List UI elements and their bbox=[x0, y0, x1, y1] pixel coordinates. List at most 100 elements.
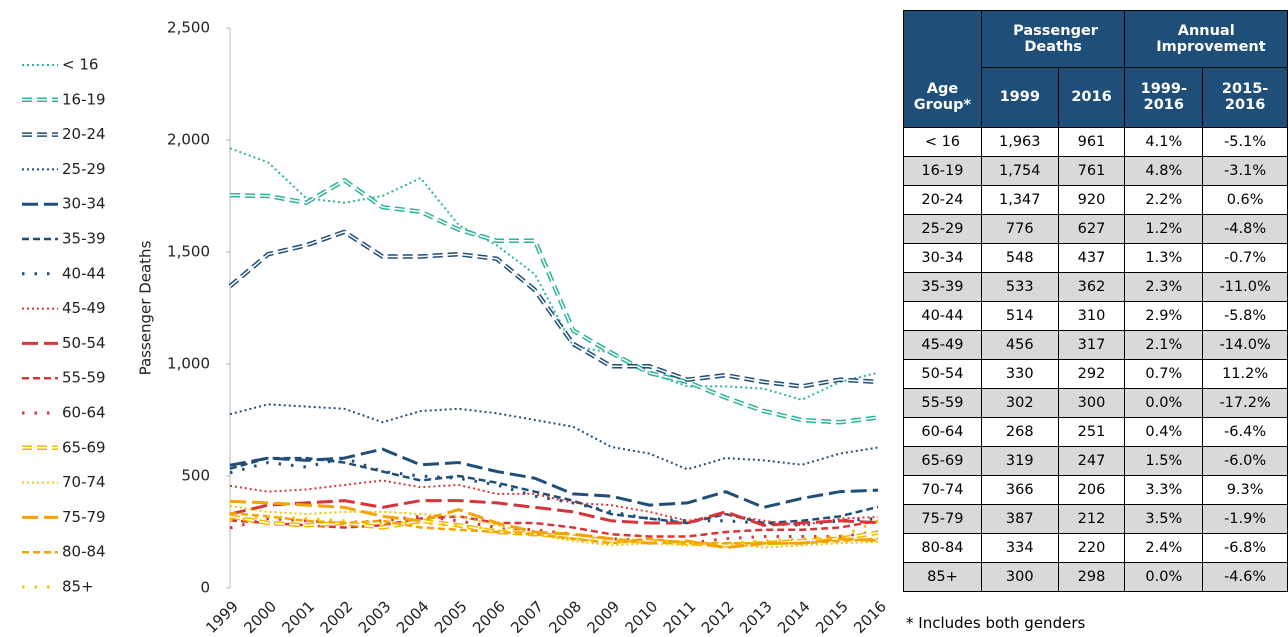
y-axis-label: Passenger Deaths bbox=[137, 240, 155, 375]
series-line bbox=[229, 479, 879, 527]
x-tick-label: 2012 bbox=[698, 597, 738, 637]
x-tick-label: 2002 bbox=[317, 597, 357, 637]
table-cell: 0.0% bbox=[1124, 562, 1204, 592]
table-cell: -4.8% bbox=[1202, 214, 1288, 244]
table-cell: -6.0% bbox=[1202, 446, 1288, 476]
legend-label: < 16 bbox=[62, 56, 98, 74]
column-header-text: Age Group* bbox=[913, 81, 972, 113]
x-tick-label: 2006 bbox=[469, 597, 509, 637]
x-tick-label: 2007 bbox=[507, 597, 547, 637]
table-cell: 3.5% bbox=[1124, 504, 1204, 534]
y-tick-label: 1,000 bbox=[167, 355, 210, 373]
table-cell: 456 bbox=[980, 330, 1059, 360]
y-tick-label: 2,000 bbox=[167, 131, 210, 149]
table-cell: 75-79 bbox=[903, 504, 982, 534]
x-tick-label: 2001 bbox=[279, 597, 319, 637]
table-cell: 334 bbox=[980, 533, 1059, 563]
series-line bbox=[229, 514, 879, 545]
table-cell: 45-49 bbox=[903, 330, 982, 360]
table-row: 16-19 1,754 761 4.8% -3.1% bbox=[903, 156, 1288, 186]
table-cell: 9.3% bbox=[1202, 475, 1288, 505]
table-cell: 80-84 bbox=[903, 533, 982, 563]
table-cell: 310 bbox=[1057, 301, 1126, 331]
x-tick-label: 2015 bbox=[812, 597, 852, 637]
table-row: 75-79 387 212 3.5% -1.9% bbox=[903, 504, 1288, 534]
table-cell: 0.7% bbox=[1124, 359, 1204, 389]
table-row: 60-64 268 251 0.4% -6.4% bbox=[903, 417, 1288, 447]
table-cell: 35-39 bbox=[903, 272, 982, 302]
table-cell: 533 bbox=[980, 272, 1059, 302]
table-cell: 1.5% bbox=[1124, 446, 1204, 476]
table-cell: 20-24 bbox=[903, 185, 982, 215]
table-cell: 268 bbox=[980, 417, 1059, 447]
table-cell: 319 bbox=[980, 446, 1059, 476]
table-cell: 362 bbox=[1057, 272, 1126, 302]
table-cell: 60-64 bbox=[903, 417, 982, 447]
table-cell: -5.8% bbox=[1202, 301, 1288, 331]
table-cell: -6.4% bbox=[1202, 417, 1288, 447]
table-cell: -4.6% bbox=[1202, 562, 1288, 592]
table-row: 55-59 302 300 0.0% -17.2% bbox=[903, 388, 1288, 418]
table-cell: 761 bbox=[1057, 156, 1126, 186]
table-cell: 85+ bbox=[903, 562, 982, 592]
table-cell: 302 bbox=[980, 388, 1059, 418]
x-tick-label: 2010 bbox=[622, 597, 662, 637]
table-cell: 0.4% bbox=[1124, 417, 1204, 447]
x-tick-label: 2009 bbox=[583, 597, 623, 637]
series-line bbox=[229, 515, 879, 538]
table-cell: 514 bbox=[980, 301, 1059, 331]
table-cell: 776 bbox=[980, 214, 1059, 244]
legend-label: 85+ bbox=[62, 578, 94, 596]
table-cell: 40-44 bbox=[903, 301, 982, 331]
table-cell: 206 bbox=[1057, 475, 1126, 505]
table-row: 85+ 300 298 0.0% -4.6% bbox=[903, 562, 1288, 592]
table-cell: -5.1% bbox=[1202, 127, 1288, 157]
x-tick-label: 2005 bbox=[431, 597, 471, 637]
legend-label: 16-19 bbox=[62, 90, 106, 108]
table-cell: 1,754 bbox=[980, 156, 1059, 186]
table-cell: 220 bbox=[1057, 533, 1126, 563]
column-header-text: 2015-2016 bbox=[1221, 81, 1269, 114]
table-cell: 317 bbox=[1057, 330, 1126, 360]
series-line bbox=[229, 147, 879, 401]
table-cell: 0.6% bbox=[1202, 185, 1288, 215]
column-header: 1999-2016 bbox=[1124, 66, 1204, 128]
legend-label: 70-74 bbox=[62, 473, 106, 491]
table-cell: -0.7% bbox=[1202, 243, 1288, 273]
table-row: 20-24 1,347 920 2.2% 0.6% bbox=[903, 185, 1288, 215]
table-cell: 247 bbox=[1057, 446, 1126, 476]
legend-label: 45-49 bbox=[62, 299, 106, 317]
data-table: Passenger Deaths Annual Improvement Age … bbox=[903, 10, 1288, 592]
table-cell: 65-69 bbox=[903, 446, 982, 476]
table-cell: 2.4% bbox=[1124, 533, 1204, 563]
x-tick-label: 2016 bbox=[850, 597, 890, 637]
table-row: 40-44 514 310 2.9% -5.8% bbox=[903, 301, 1288, 331]
group-header: Passenger Deaths bbox=[980, 10, 1126, 68]
legend-label: 25-29 bbox=[62, 160, 106, 178]
legend-label: 65-69 bbox=[62, 438, 106, 456]
table-row: 50-54 330 292 0.7% 11.2% bbox=[903, 359, 1288, 389]
table-cell: 25-29 bbox=[903, 214, 982, 244]
table-row: 45-49 456 317 2.1% -14.0% bbox=[903, 330, 1288, 360]
table-cell: 70-74 bbox=[903, 475, 982, 505]
chart: Passenger Deaths 0 500 1,000 1,500 2,000 2,50… bbox=[22, 19, 890, 637]
table-cell: 437 bbox=[1057, 243, 1126, 273]
column-header: 2016 bbox=[1057, 66, 1126, 128]
table-row: < 16 1,963 961 4.1% -5.1% bbox=[903, 127, 1288, 157]
y-tick-label: 0 bbox=[200, 579, 210, 597]
table-cell: 920 bbox=[1057, 185, 1126, 215]
table-row: 25-29 776 627 1.2% -4.8% bbox=[903, 214, 1288, 244]
table-cell: 4.8% bbox=[1124, 156, 1204, 186]
column-header: 1999 bbox=[980, 66, 1059, 128]
table-cell: -14.0% bbox=[1202, 330, 1288, 360]
group-header-text: Annual Improvement bbox=[1156, 22, 1266, 55]
x-tick-label: 2008 bbox=[545, 597, 585, 637]
footnote: * Includes both genders bbox=[906, 614, 1086, 632]
legend-label: 40-44 bbox=[62, 264, 106, 282]
table-cell: 548 bbox=[980, 243, 1059, 273]
table-cell: -6.8% bbox=[1202, 533, 1288, 563]
column-header-text: 1999-2016 bbox=[1140, 81, 1187, 114]
legend-label: 30-34 bbox=[62, 195, 106, 213]
table-cell: 251 bbox=[1057, 417, 1126, 447]
